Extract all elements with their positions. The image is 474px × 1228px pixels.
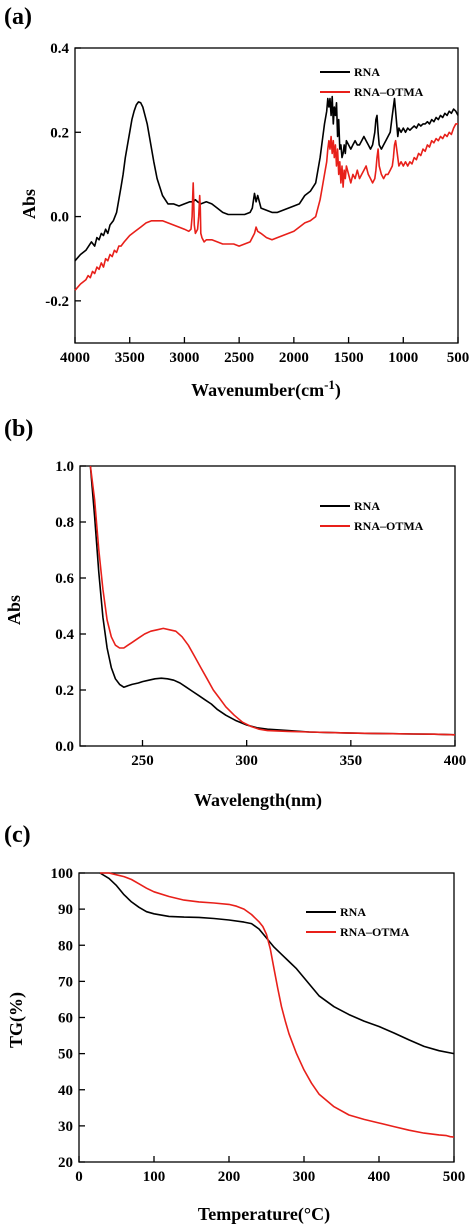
series-line-rna-otma: [100, 872, 455, 1138]
y-axis-title: Abs: [19, 189, 39, 219]
y-tick-label: 40: [58, 1083, 73, 1099]
x-tick-label: 4000: [60, 350, 90, 366]
x-tick-label: 400: [444, 753, 467, 769]
x-tick-label: 3500: [115, 350, 145, 366]
plot-frame: [78, 872, 455, 1163]
y-tick-label: 0.2: [50, 125, 69, 141]
y-tick-label: 0.0: [50, 210, 69, 226]
legend-label: RNA: [340, 905, 366, 919]
y-axis-title: TG(%): [6, 992, 27, 1048]
panel-b: (b) Abs Wavelength(nm) 250 300 350 400 0.0 0.…: [4, 416, 466, 811]
x-tick-label: 400: [368, 1169, 391, 1185]
x-tick-label: 3000: [169, 350, 199, 366]
y-tick-label: -0.2: [45, 294, 69, 310]
y-tick-label: 70: [58, 974, 73, 990]
x-tick-label: 1500: [334, 350, 364, 366]
y-tick-label: 0.6: [55, 571, 74, 587]
x-axis-title: Temperature(°C): [198, 1204, 330, 1225]
legend-label: RNA: [354, 65, 380, 79]
x-tick-label: 300: [293, 1169, 316, 1185]
x-axis-title-close: ): [335, 380, 341, 401]
x-tick-label: 500: [447, 350, 470, 366]
plot-frame: [74, 47, 459, 344]
x-tick-label: 0: [75, 1169, 83, 1185]
x-axis-title-superscript: -1: [324, 377, 335, 392]
series-line-rna: [74, 95, 459, 262]
x-tick-label: 350: [340, 753, 363, 769]
x-tick-label: 200: [218, 1169, 241, 1185]
x-tick-label: 250: [131, 753, 154, 769]
series-line-rna-otma: [74, 123, 458, 291]
legend-label: RNA: [354, 499, 380, 513]
y-axis-title: Abs: [4, 595, 24, 625]
y-tick-label: 0.0: [55, 739, 74, 755]
x-tick-label: 2500: [224, 350, 254, 366]
panel-c: (c) TG(%) Temperature(°C) 0 100 200 300 400 5…: [4, 822, 465, 1225]
x-tick-label: 1000: [388, 350, 418, 366]
series-line-rna: [89, 465, 456, 736]
y-tick-label: 0.8: [55, 515, 74, 531]
y-tick-label: 20: [58, 1155, 73, 1171]
x-axis-title: Wavenumber(cm-1): [191, 377, 341, 401]
y-tick-label: 0.4: [50, 41, 69, 57]
x-tick-label: 2000: [279, 350, 309, 366]
y-tick-label: 30: [58, 1119, 73, 1135]
x-axis-title-text: Wavenumber(cm: [191, 380, 324, 401]
plot-area: 4000 3500 3000 2500 2000 1500 1000 500 -0.2 0.0 0.…: [45, 41, 469, 366]
panel-label: (a): [4, 4, 32, 30]
legend-label: RNA–OTMA: [340, 925, 410, 939]
panel-a: (a) Abs Wavenumber(cm-1) 4000 3500 3000 250…: [4, 4, 469, 401]
plot-area: 0 100 200 300 400 500 20 30 40 50 60 70 80 90 100 RNA RN…: [51, 866, 466, 1185]
plot-area: 250 300 350 400 0.0 0.2 0.4 0.6 0.8 1.0 RNA RNA–OTM…: [55, 459, 466, 769]
series-line-rna-otma: [89, 465, 456, 736]
series-line-rna: [99, 872, 455, 1055]
y-tick-label: 100: [51, 866, 74, 882]
legend-label: RNA–OTMA: [354, 519, 424, 533]
y-tick-label: 80: [58, 938, 73, 954]
y-tick-label: 90: [58, 902, 73, 918]
panel-label: (b): [4, 416, 33, 442]
legend-label: RNA–OTMA: [354, 85, 424, 99]
y-tick-label: 50: [58, 1047, 73, 1063]
y-tick-label: 1.0: [55, 459, 74, 475]
x-tick-label: 300: [235, 753, 258, 769]
y-tick-label: 0.2: [55, 683, 74, 699]
plot-frame: [79, 465, 456, 747]
x-tick-label: 500: [443, 1169, 466, 1185]
y-tick-label: 0.4: [55, 627, 74, 643]
panel-label: (c): [4, 822, 31, 848]
x-tick-label: 100: [143, 1169, 166, 1185]
y-tick-label: 60: [58, 1011, 73, 1027]
x-axis-title: Wavelength(nm): [194, 790, 322, 811]
